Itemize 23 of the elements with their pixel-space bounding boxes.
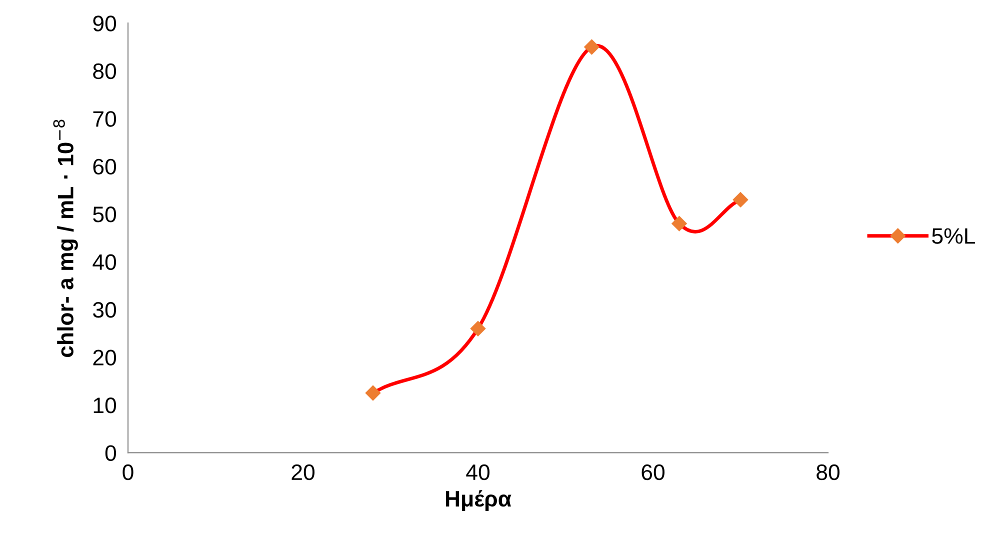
y-tick-label: 60 bbox=[93, 158, 116, 175]
y-tick-label: 0 bbox=[105, 445, 116, 461]
y-tick-label: 50 bbox=[93, 206, 116, 222]
y-tick-label: 10 bbox=[94, 397, 116, 414]
point bbox=[365, 385, 381, 401]
y-tick-label: 20 bbox=[93, 350, 116, 366]
legend-label: 5%L bbox=[932, 228, 975, 244]
x-tick-label: 0 bbox=[122, 464, 134, 480]
x-tick-label: 20 bbox=[292, 464, 314, 480]
x-axis-title: Ημέρα bbox=[446, 490, 512, 512]
y-tick-label: 80 bbox=[93, 63, 116, 80]
y-tick-label: 30 bbox=[93, 302, 116, 318]
y-tick-label: 40 bbox=[92, 254, 116, 270]
y-tick-label: 90 bbox=[93, 16, 116, 32]
x-tick-label: 60 bbox=[642, 464, 664, 480]
x-tick-label: 40 bbox=[466, 464, 490, 480]
point bbox=[672, 216, 687, 232]
point bbox=[470, 321, 486, 336]
point bbox=[732, 192, 748, 208]
point bbox=[584, 39, 600, 55]
x-tick-label: 80 bbox=[816, 464, 840, 480]
y-tick-label: 70 bbox=[93, 111, 116, 127]
y-axis-title: chlor- a mg / mL · 10$^{−8}$ bbox=[53, 120, 78, 358]
